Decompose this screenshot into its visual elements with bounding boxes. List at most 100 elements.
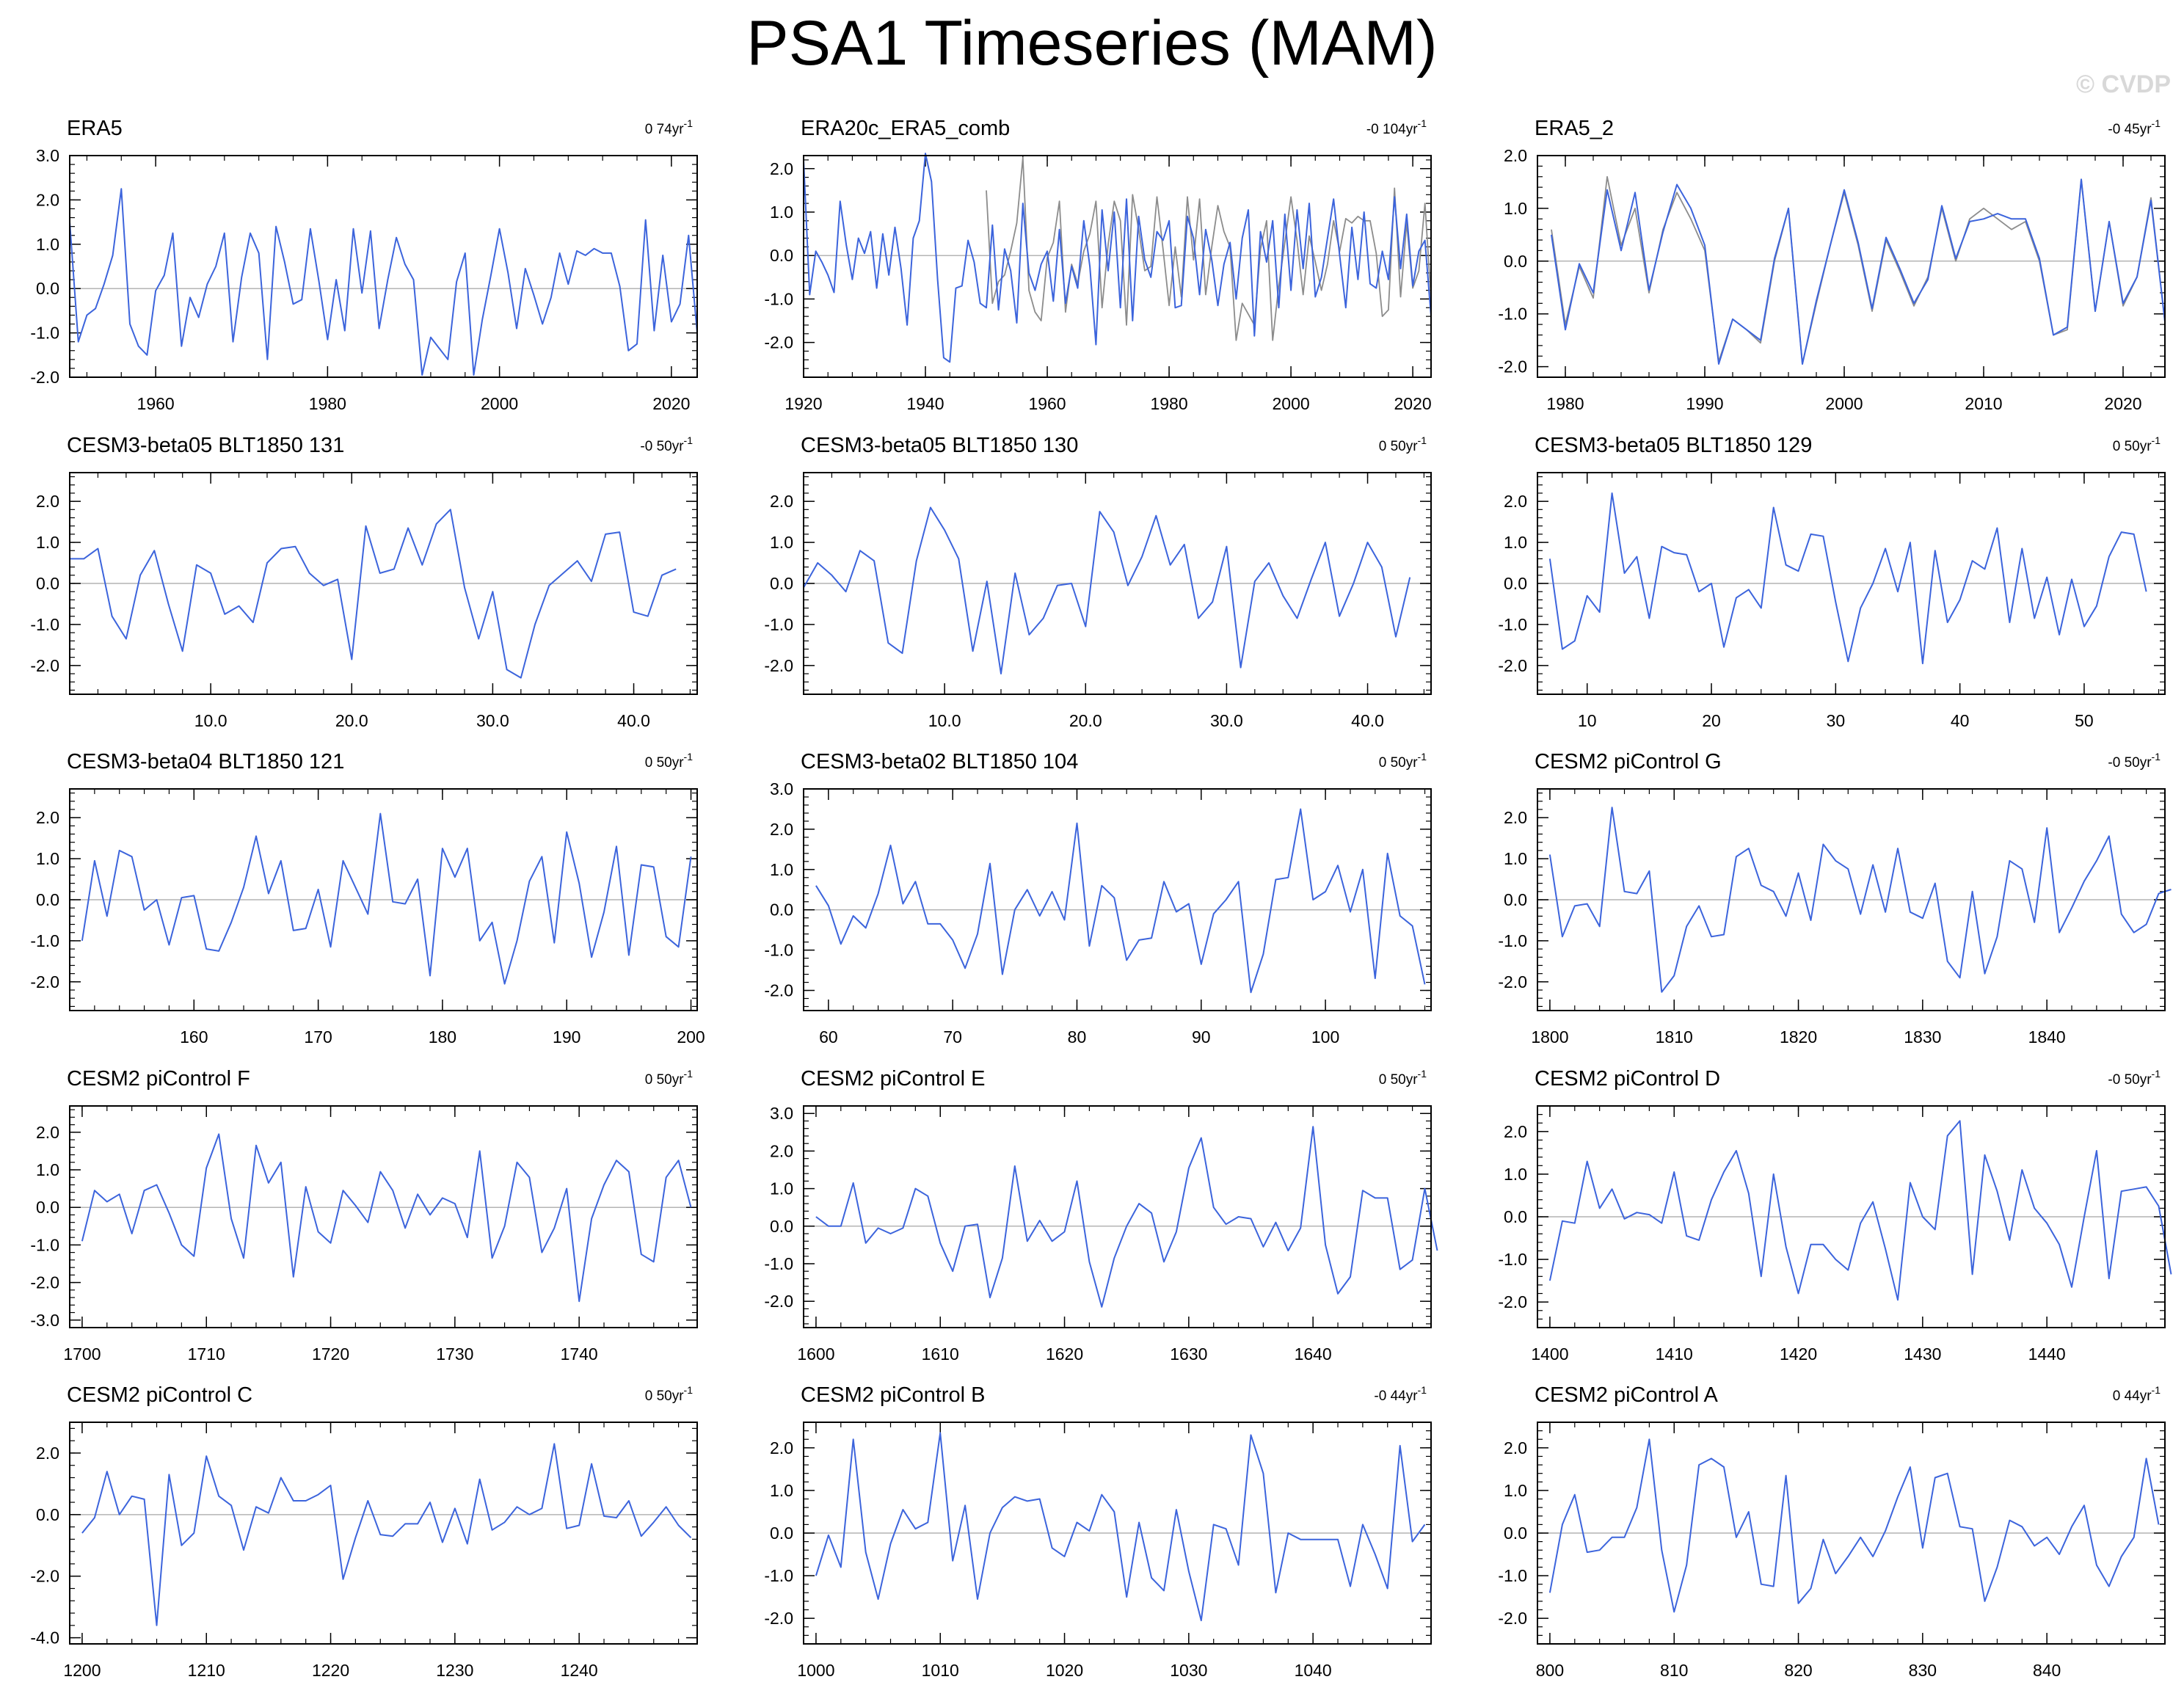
plot-frame (1537, 155, 2166, 378)
y-tick-label: 0.0 (770, 1524, 793, 1543)
series-line (815, 1432, 1426, 1622)
y-tick-label: 0.0 (36, 1505, 59, 1524)
series-line (81, 1443, 692, 1626)
x-tick-label: 70 (943, 1027, 962, 1047)
y-tick-label: 1.0 (36, 1160, 59, 1179)
plot-frame (69, 1422, 698, 1645)
series-line (803, 506, 1411, 674)
secondary-series-line (986, 157, 1432, 341)
y-tick-label: -2.0 (30, 368, 59, 387)
x-tick-label: 190 (553, 1027, 580, 1047)
x-tick-label: 1440 (2028, 1344, 2066, 1364)
x-tick-label: 1410 (1656, 1344, 1693, 1364)
x-tick-label: 50 (2075, 711, 2094, 730)
trend-label: 0 50yr-1 (1379, 1068, 1427, 1088)
x-tick-label: 1630 (1170, 1344, 1207, 1364)
trend-label: -0 50yr-1 (640, 434, 693, 454)
trend-label: 0 50yr-1 (645, 1068, 693, 1088)
x-tick-label: 1830 (1904, 1027, 1941, 1047)
x-tick-label: 1740 (561, 1344, 598, 1364)
plot-frame (1537, 1422, 2166, 1645)
x-tick-label: 1810 (1656, 1027, 1693, 1047)
y-tick-label: -1.0 (30, 324, 59, 343)
plot-frame (1537, 1105, 2166, 1328)
x-tick-label: 90 (1192, 1027, 1211, 1047)
series-line (70, 509, 677, 679)
y-tick-label: 1.0 (1504, 1165, 1527, 1184)
y-tick-label: -1.0 (1498, 615, 1527, 634)
y-tick-label: 1.0 (36, 849, 59, 868)
x-tick-label: 1610 (922, 1344, 959, 1364)
page-title: PSA1 Timeseries (MAM) (746, 8, 1438, 79)
y-tick-label: 2.0 (1504, 146, 1527, 165)
panel-title: CESM2 piControl F (67, 1067, 250, 1091)
y-tick-label: 0.0 (1504, 890, 1527, 909)
y-tick-label: 3.0 (770, 779, 793, 798)
y-tick-label: -4.0 (30, 1628, 59, 1648)
panel-cesm2-picontrol-b: CESM2 piControl B -0 44yr-1 -2.0 -1.0 0.0 1.0… (764, 1383, 1432, 1680)
series-line (1548, 1120, 2172, 1301)
series-line (815, 1126, 1438, 1308)
trend-label: 0 50yr-1 (2113, 434, 2161, 454)
x-tick-label: 1960 (1028, 394, 1066, 413)
panel-title: CESM3-beta05 BLT1850 130 (801, 434, 1078, 457)
panel-title: CESM3-beta05 BLT1850 129 (1535, 434, 1812, 457)
series-line (1551, 178, 2166, 365)
x-tick-label: 170 (304, 1027, 332, 1047)
x-tick-label: 1210 (188, 1661, 225, 1680)
x-tick-label: 1620 (1046, 1344, 1083, 1364)
x-tick-label: 1730 (436, 1344, 473, 1364)
y-tick-label: -2.0 (764, 1609, 793, 1628)
panel-title: CESM3-beta02 BLT1850 104 (801, 750, 1078, 774)
y-tick-label: 2.0 (36, 1123, 59, 1142)
x-tick-label: 2000 (481, 394, 518, 413)
panel-title: CESM2 piControl B (801, 1383, 985, 1407)
x-tick-label: 1800 (1531, 1027, 1568, 1047)
y-tick-label: 1.0 (36, 533, 59, 552)
x-tick-label: 1010 (922, 1661, 959, 1680)
y-tick-label: 0.0 (36, 1198, 59, 1217)
x-tick-label: 1020 (1046, 1661, 1083, 1680)
y-tick-label: 1.0 (1504, 199, 1527, 218)
y-tick-label: -2.0 (764, 1292, 793, 1311)
panel-cesm2-picontrol-a: CESM2 piControl A 0 44yr-1 -2.0 -1.0 0.0 1.0 2… (1498, 1383, 2166, 1680)
x-tick-label: 800 (1536, 1661, 1564, 1680)
x-tick-label: 10.0 (194, 711, 228, 730)
x-tick-label: 2020 (2104, 394, 2141, 413)
y-tick-label: 2.0 (36, 190, 59, 209)
x-tick-label: 1030 (1170, 1661, 1207, 1680)
y-tick-label: 2.0 (1504, 1122, 1527, 1141)
y-tick-label: 2.0 (1504, 492, 1527, 511)
trend-label: -0 104yr-1 (1366, 117, 1427, 137)
trend-label: 0 74yr-1 (645, 117, 693, 137)
trend-label: -0 50yr-1 (2108, 751, 2161, 771)
y-tick-label: 1.0 (770, 533, 793, 552)
y-tick-label: -1.0 (764, 941, 793, 960)
panel-cesm2-picontrol-f: CESM2 piControl F 0 50yr-1 -3.0 -2.0 -1.0 0.0… (30, 1067, 698, 1364)
trend-label: 0 50yr-1 (645, 751, 693, 771)
x-tick-label: 1920 (785, 394, 822, 413)
plot-frame (69, 472, 698, 695)
panel-cesm2-picontrol-d: CESM2 piControl D -0 50yr-1 -2.0 -1.0 0.0 1.0… (1498, 1067, 2172, 1364)
x-tick-label: 40 (1951, 711, 1970, 730)
x-tick-label: 1040 (1295, 1661, 1332, 1680)
y-tick-label: -1.0 (764, 1254, 793, 1273)
y-tick-label: 2.0 (770, 492, 793, 511)
y-tick-label: 1.0 (1504, 849, 1527, 868)
trend-label: -0 50yr-1 (2108, 1068, 2161, 1088)
y-tick-label: 0.0 (1504, 574, 1527, 593)
trend-label: -0 44yr-1 (1374, 1384, 1427, 1404)
plot-frame (803, 788, 1432, 1011)
y-tick-label: 2.0 (36, 808, 59, 827)
x-tick-label: 1820 (1780, 1027, 1817, 1047)
trend-label: 0 50yr-1 (645, 1384, 693, 1404)
y-tick-label: 0.0 (1504, 1207, 1527, 1226)
panel-era20c-era5-comb: ERA20c_ERA5_comb -0 104yr-1 -2.0 -1.0 0.0 1.0… (764, 117, 1432, 413)
panel-title: CESM2 piControl D (1535, 1067, 1720, 1091)
panel-cesm3-beta05-blt1850-130: CESM3-beta05 BLT1850 130 0 50yr-1 -2.0 -1.0… (764, 434, 1432, 730)
series-line (69, 188, 698, 376)
x-tick-label: 40.0 (1351, 711, 1384, 730)
panel-era5: ERA5 0 74yr-1 -2.0 -1.0 0.0 1.0 2.0 3.0 1960 1980… (30, 117, 698, 413)
x-tick-label: 80 (1068, 1027, 1087, 1047)
